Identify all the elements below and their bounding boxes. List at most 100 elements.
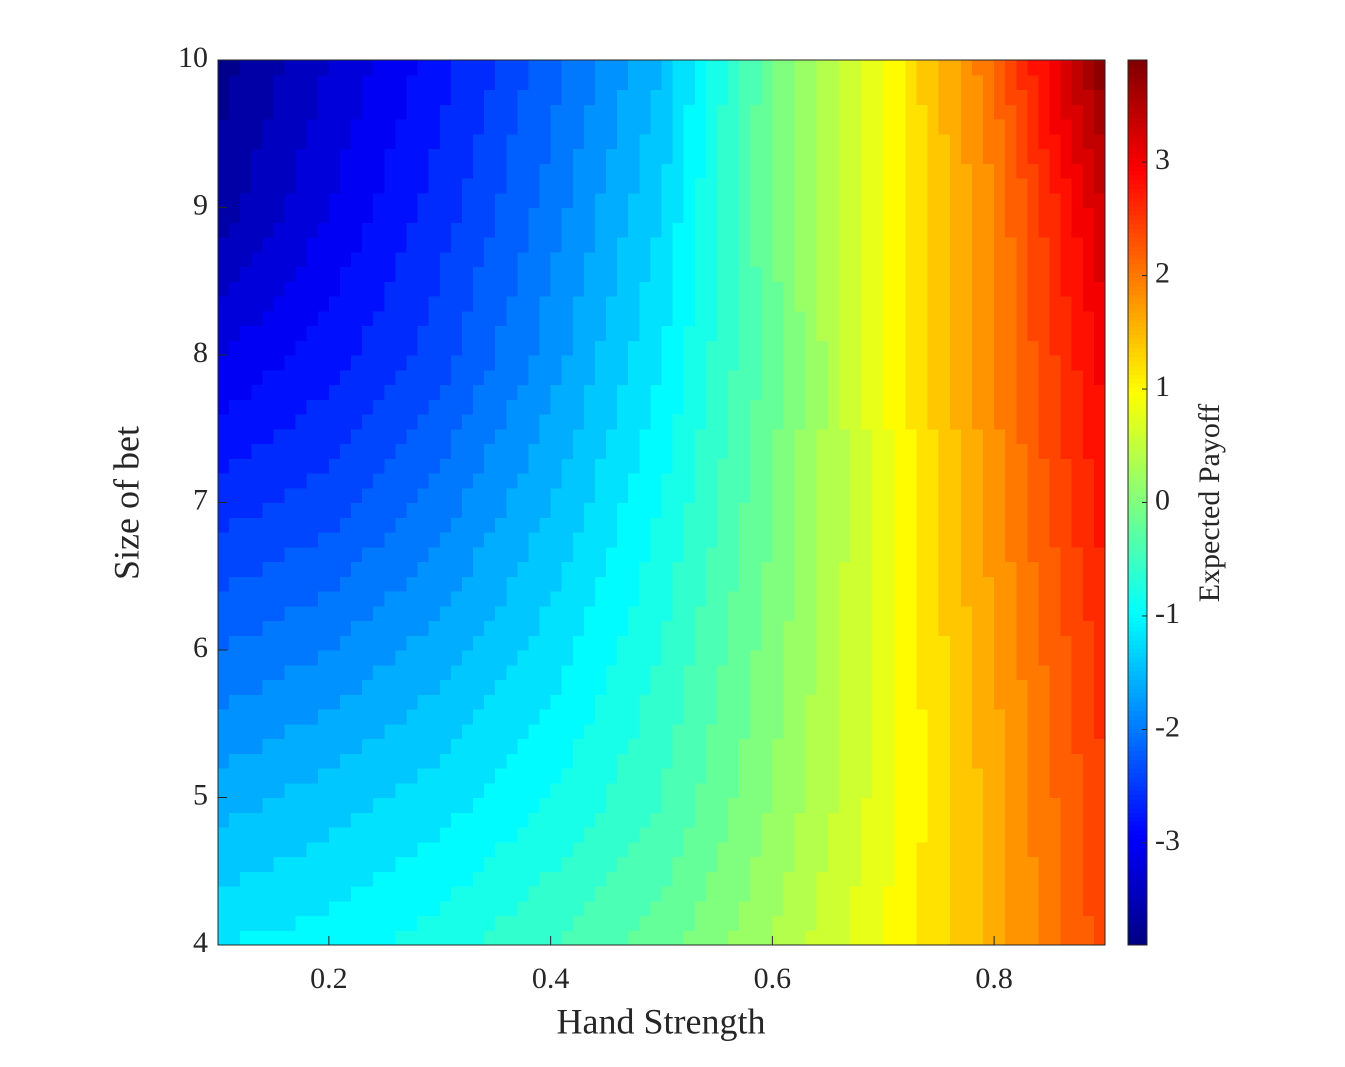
contour-cell xyxy=(872,384,884,400)
contour-cell xyxy=(772,443,785,459)
contour-cell xyxy=(783,60,796,76)
contour-cell xyxy=(683,192,696,209)
contour-cell xyxy=(594,399,607,415)
contour-cell xyxy=(1016,797,1028,813)
contour-cell xyxy=(617,133,629,150)
contour-cell xyxy=(328,443,341,459)
contour-cell xyxy=(262,738,275,754)
contour-cell xyxy=(428,753,441,769)
contour-cell xyxy=(794,414,807,430)
contour-cell xyxy=(1093,797,1106,813)
contour-cell xyxy=(960,797,973,813)
contour-cell xyxy=(284,399,297,415)
contour-cell xyxy=(561,428,574,445)
contour-cell xyxy=(1038,237,1051,253)
contour-cell xyxy=(805,709,818,725)
contour-cell xyxy=(849,812,862,828)
contour-cell xyxy=(550,133,563,150)
contour-cell xyxy=(1005,841,1017,858)
contour-cell xyxy=(894,591,907,607)
contour-cell xyxy=(894,251,907,268)
colorbar-swatch xyxy=(1128,263,1147,269)
contour-cell xyxy=(251,178,263,194)
contour-cell xyxy=(661,384,674,400)
contour-cell xyxy=(594,591,607,607)
contour-cell xyxy=(872,768,884,784)
contour-cell xyxy=(517,709,530,725)
contour-cell xyxy=(317,620,330,636)
contour-cell xyxy=(994,532,1006,548)
contour-cell xyxy=(1071,694,1084,710)
contour-cell xyxy=(1027,915,1040,931)
contour-cell xyxy=(373,856,385,872)
contour-cell xyxy=(473,620,485,636)
contour-cell xyxy=(728,502,740,518)
contour-cell xyxy=(417,620,430,636)
contour-cell xyxy=(816,532,829,548)
contour-cell xyxy=(550,576,563,592)
contour-cell xyxy=(439,915,452,931)
contour-cell xyxy=(450,296,463,312)
contour-cell xyxy=(694,192,707,209)
contour-cell xyxy=(772,532,785,548)
contour-cell xyxy=(971,355,984,371)
contour-cell xyxy=(317,871,330,887)
contour-cell xyxy=(572,207,585,223)
contour-cell xyxy=(628,915,640,931)
contour-cell xyxy=(728,900,740,917)
contour-cell xyxy=(971,694,984,710)
contour-cell xyxy=(1060,856,1073,872)
contour-cell xyxy=(628,886,640,902)
contour-cell xyxy=(1016,163,1028,179)
contour-cell xyxy=(894,266,907,282)
colorbar-swatch xyxy=(1128,458,1147,464)
contour-cell xyxy=(849,355,862,371)
contour-cell xyxy=(506,428,518,445)
contour-cell xyxy=(461,782,474,799)
contour-cell xyxy=(827,886,840,902)
contour-cell xyxy=(816,546,829,563)
contour-cell xyxy=(384,841,396,858)
contour-cell xyxy=(617,694,629,710)
contour-cell xyxy=(550,591,563,607)
contour-cell xyxy=(362,414,374,430)
contour-cell xyxy=(528,178,541,194)
contour-cell xyxy=(251,679,263,695)
contour-cell xyxy=(229,458,241,474)
contour-cell xyxy=(506,163,518,179)
contour-cell xyxy=(617,487,629,504)
contour-cell xyxy=(1005,900,1017,917)
contour-cell xyxy=(971,709,984,725)
contour-cell xyxy=(783,192,796,209)
contour-cell xyxy=(484,148,496,164)
contour-cell xyxy=(872,325,884,341)
contour-cell xyxy=(251,841,263,858)
contour-cell xyxy=(938,163,951,179)
contour-cell xyxy=(606,487,618,504)
contour-cell xyxy=(883,133,895,150)
colorbar-swatch xyxy=(1128,688,1147,694)
contour-cell xyxy=(373,900,385,917)
contour-cell xyxy=(960,738,973,754)
contour-cell xyxy=(805,620,818,636)
contour-cell xyxy=(816,60,829,76)
contour-cell xyxy=(417,900,430,917)
contour-cell xyxy=(694,900,707,917)
contour-cell xyxy=(716,296,729,312)
contour-cell xyxy=(628,871,640,887)
contour-cell xyxy=(838,458,851,474)
contour-cell xyxy=(1082,222,1095,238)
contour-cell xyxy=(849,753,862,769)
contour-cell xyxy=(539,296,552,312)
contour-cell xyxy=(872,399,884,415)
contour-cell xyxy=(905,473,918,489)
contour-cell xyxy=(1082,561,1095,577)
contour-cell xyxy=(994,325,1006,341)
contour-cell xyxy=(439,768,452,784)
contour-cell xyxy=(827,664,840,681)
contour-cell xyxy=(450,281,463,297)
contour-cell xyxy=(772,399,785,415)
contour-cell xyxy=(384,871,396,887)
contour-cell xyxy=(761,458,773,474)
contour-cell xyxy=(1060,251,1073,268)
